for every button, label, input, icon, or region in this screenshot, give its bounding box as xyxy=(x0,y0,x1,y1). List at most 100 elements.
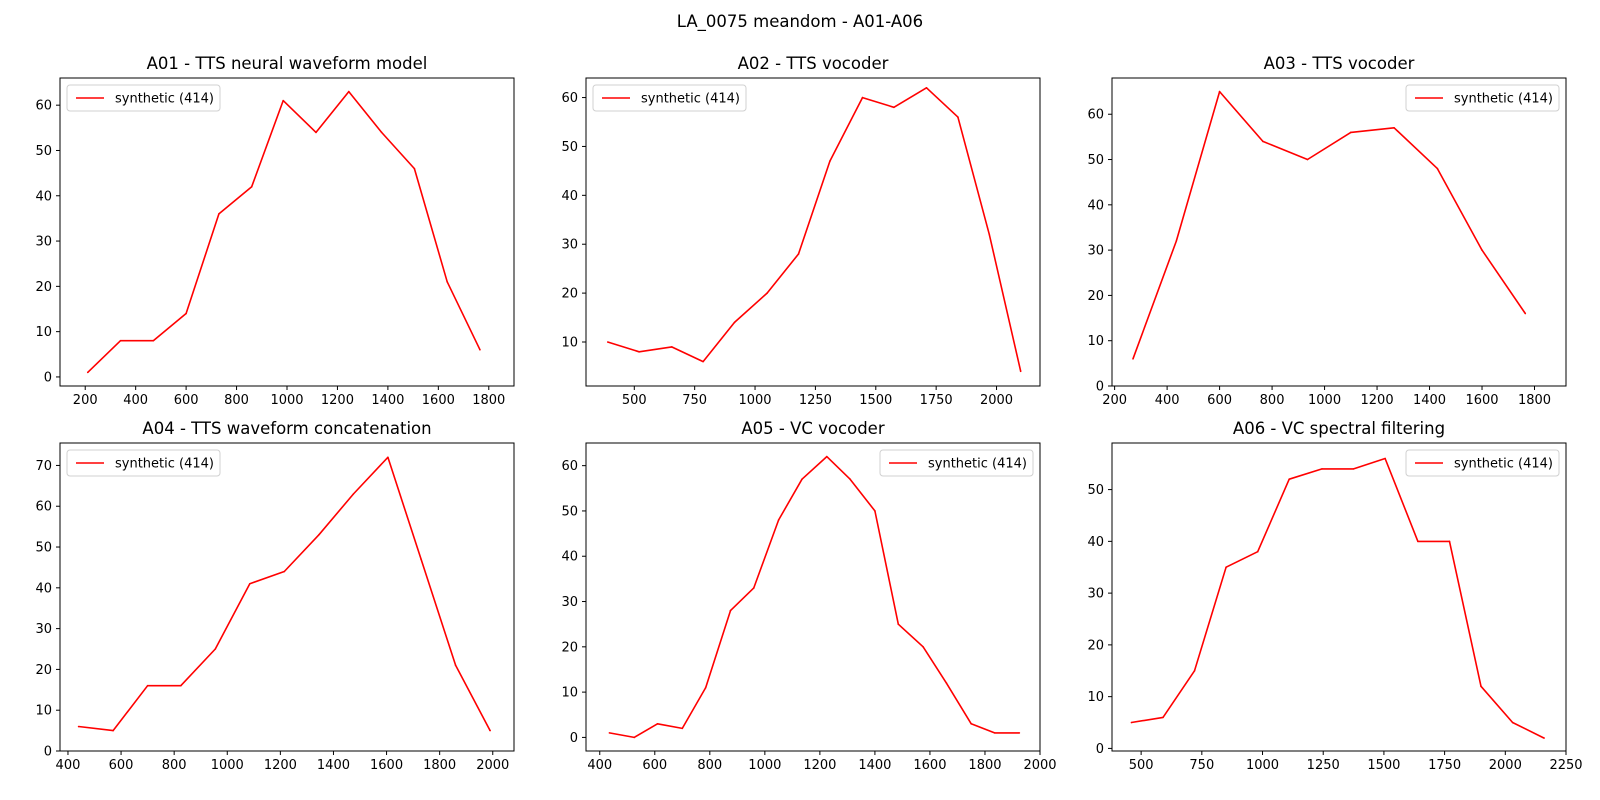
legend: synthetic (414) xyxy=(592,84,747,112)
x-tick-label: 1750 xyxy=(920,393,953,408)
data-point xyxy=(957,116,959,118)
legend: synthetic (414) xyxy=(1405,84,1560,112)
x-tick-label: 750 xyxy=(1189,758,1214,773)
y-tick-label: 50 xyxy=(1087,153,1104,168)
data-point xyxy=(922,646,924,648)
data-point xyxy=(861,96,864,99)
x-tick-label: 400 xyxy=(1155,393,1180,408)
data-point xyxy=(1350,131,1352,134)
y-tick-label: 60 xyxy=(35,500,52,515)
y-tick-label: 50 xyxy=(561,140,578,155)
y-tick-label: 70 xyxy=(35,459,52,474)
data-point xyxy=(283,570,286,573)
data-point xyxy=(420,558,422,561)
legend-label: synthetic (414) xyxy=(928,457,1027,472)
series-line xyxy=(1132,90,1526,360)
data-point xyxy=(829,160,831,162)
figure-title: LA_0075 meandom - A01-A06 xyxy=(676,12,924,31)
data-point xyxy=(1480,685,1482,688)
data-point xyxy=(318,533,320,536)
data-point xyxy=(608,732,611,734)
data-point xyxy=(897,623,900,625)
data-point xyxy=(729,609,732,612)
data-point xyxy=(86,371,89,374)
y-tick-label: 40 xyxy=(1087,535,1104,550)
x-tick-label: 2000 xyxy=(1489,758,1522,773)
data-point xyxy=(413,167,416,170)
data-point xyxy=(1524,312,1527,315)
data-point xyxy=(753,587,755,589)
x-tick-label: 2000 xyxy=(1023,758,1056,773)
x-tick-label: 2000 xyxy=(476,758,509,773)
x-tick-label: 1400 xyxy=(858,758,891,773)
legend: synthetic (414) xyxy=(879,449,1034,477)
x-tick-label: 1000 xyxy=(211,758,244,773)
y-tick-label: 10 xyxy=(1087,334,1104,349)
y-tick-label: 10 xyxy=(1087,690,1104,705)
data-point xyxy=(893,106,895,109)
data-point xyxy=(766,292,768,294)
series-line xyxy=(87,90,481,373)
data-point xyxy=(1417,540,1419,543)
legend: synthetic (414) xyxy=(66,449,221,477)
legend-label: synthetic (414) xyxy=(641,92,740,107)
chart-panel-2: A02 - TTS vocoder 500 750 1000 1250 1500 1750 2… xyxy=(561,54,1041,408)
legend-label: synthetic (414) xyxy=(115,457,214,472)
legend-box xyxy=(66,84,221,112)
data-point xyxy=(1193,669,1196,672)
data-point xyxy=(347,90,350,93)
y-tick-label: 30 xyxy=(1087,244,1104,259)
data-point xyxy=(218,213,220,215)
chart-title: A03 - TTS vocoder xyxy=(1264,54,1415,73)
x-tick-label: 400 xyxy=(123,393,148,408)
data-point xyxy=(1384,457,1386,460)
x-tick-label: 1800 xyxy=(472,393,505,408)
data-point xyxy=(702,360,704,363)
axes-frame xyxy=(585,77,1041,387)
x-tick-label: 200 xyxy=(73,393,98,408)
x-tick-label: 1000 xyxy=(738,393,771,408)
data-point xyxy=(77,725,80,728)
x-tick-label: 500 xyxy=(622,393,647,408)
data-point xyxy=(993,732,996,734)
data-point xyxy=(119,339,122,342)
y-tick-label: 50 xyxy=(1087,483,1104,498)
data-point xyxy=(1019,370,1022,373)
x-tick-label: 1500 xyxy=(859,393,892,408)
x-tick-label: 2250 xyxy=(1549,758,1582,773)
legend-label: synthetic (414) xyxy=(1454,92,1553,107)
data-point xyxy=(479,348,481,351)
data-point xyxy=(1018,732,1021,734)
x-tick-label: 1800 xyxy=(423,758,456,773)
y-tick-label: 0 xyxy=(44,745,52,760)
legend-box xyxy=(592,84,747,112)
y-tick-label: 20 xyxy=(35,663,52,678)
data-point xyxy=(925,86,928,89)
data-point xyxy=(250,185,253,188)
data-point xyxy=(446,281,448,283)
data-point xyxy=(874,510,876,512)
y-tick-label: 60 xyxy=(35,99,52,114)
data-point xyxy=(454,664,457,667)
y-tick-label: 20 xyxy=(561,287,578,302)
x-tick-label: 1250 xyxy=(1307,758,1340,773)
data-point xyxy=(704,686,707,689)
data-point xyxy=(489,729,491,732)
data-point xyxy=(214,648,217,650)
x-tick-label: 800 xyxy=(697,758,722,773)
y-tick-label: 0 xyxy=(44,370,52,385)
data-point xyxy=(1256,550,1259,553)
data-point xyxy=(315,131,317,134)
data-point xyxy=(801,478,803,481)
x-tick-label: 600 xyxy=(1207,393,1232,408)
chart-title: A05 - VC vocoder xyxy=(741,419,884,438)
x-tick-label: 1400 xyxy=(371,393,404,408)
data-point xyxy=(681,727,684,730)
data-point xyxy=(185,312,187,315)
data-point xyxy=(282,99,285,102)
legend-label: synthetic (414) xyxy=(1454,457,1553,472)
x-tick-label: 1400 xyxy=(317,758,350,773)
y-tick-label: 60 xyxy=(561,91,578,106)
